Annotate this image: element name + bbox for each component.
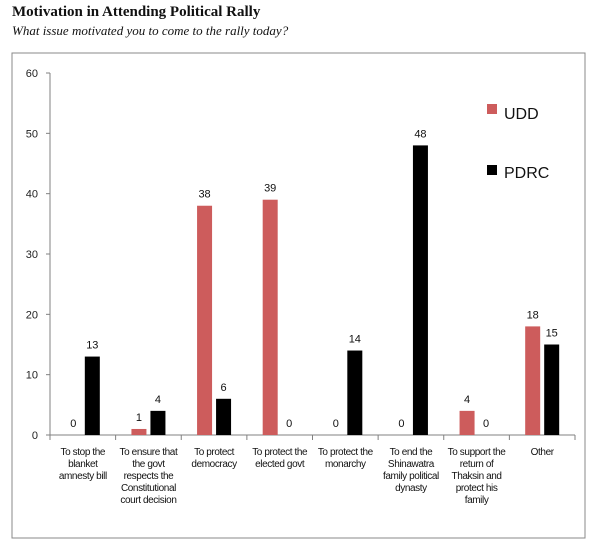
x-category-label-line: amnesty bill: [58, 471, 107, 482]
bar-pdrc: [150, 410, 166, 435]
y-tick-label: 40: [26, 189, 38, 201]
x-category-label-line: To ensure that: [119, 447, 178, 458]
bar-pdrc: [84, 356, 100, 435]
x-category-label-line: protect his: [455, 483, 498, 494]
x-category-label: To support the return of Thaksin and protec…: [437, 447, 517, 507]
x-category-label-line: dynasty: [395, 483, 427, 494]
x-category-label-line: Other: [530, 447, 554, 458]
x-category-label-line: the govt: [132, 459, 165, 470]
data-label: 0: [483, 418, 489, 430]
legend-swatch: [487, 104, 497, 114]
y-tick-label: 30: [26, 249, 38, 261]
chart-title: Motivation in Attending Political Rally: [12, 4, 261, 20]
bar-udd: [459, 410, 475, 435]
data-label: 38: [198, 189, 210, 201]
data-label: 18: [527, 309, 539, 321]
legend-swatch: [487, 165, 497, 175]
y-tick-label: 50: [26, 128, 38, 140]
x-category-label-line: Shinawatra: [387, 459, 434, 470]
data-label: 0: [398, 418, 404, 430]
data-label: 0: [70, 418, 76, 430]
x-category-label: To ensure that the govt respects the Consti…: [108, 447, 188, 507]
x-category-label-line: democracy: [191, 459, 237, 470]
data-label: 4: [464, 394, 470, 406]
data-label: 15: [546, 328, 558, 340]
chart-subtitle: What issue motivated you to come to the …: [12, 23, 289, 38]
bar-pdrc: [544, 344, 560, 435]
x-category-label: To stop the blanket amnesty bill: [43, 447, 123, 483]
x-category-label-line: respects the: [123, 471, 174, 482]
x-category-label-line: To protect: [194, 447, 235, 458]
legend-label: PDRC: [504, 165, 549, 182]
x-category-label-line: To support the: [447, 447, 506, 458]
x-category-label: To protect democracy: [174, 447, 254, 471]
bar-pdrc: [412, 145, 428, 435]
data-label: 14: [349, 334, 361, 346]
x-category-label-line: To protect the: [252, 447, 308, 458]
bar-udd: [525, 326, 541, 435]
x-category-label-line: blanket: [68, 459, 98, 470]
data-label: 13: [86, 340, 98, 352]
x-category-label-line: family: [464, 495, 489, 506]
legend: UDD PDRC: [487, 104, 549, 182]
y-tick-label: 10: [26, 370, 38, 382]
x-category-label-line: To protect the: [317, 447, 373, 458]
x-category-label-line: family political: [383, 471, 439, 482]
x-category-label-line: To end the: [389, 447, 433, 458]
data-label: 6: [221, 382, 227, 394]
x-category-label: To protect the monarchy: [305, 447, 385, 471]
data-label: 0: [333, 418, 339, 430]
y-tick-label: 60: [26, 68, 38, 80]
x-category-label-line: Constitutional: [120, 483, 176, 494]
data-label: 4: [155, 394, 161, 406]
bar-udd: [197, 205, 213, 435]
x-category-label: Other: [502, 447, 582, 459]
legend-label: UDD: [504, 106, 539, 123]
x-category-label-line: Thaksin and: [451, 471, 502, 482]
bar-pdrc: [347, 350, 363, 435]
chart-frame: [11, 52, 586, 539]
bar-pdrc: [216, 398, 232, 435]
x-category-label-line: To stop the: [60, 447, 106, 458]
x-category-label: To end the Shinawatra family political dyna…: [371, 447, 451, 495]
y-tick-label: 20: [26, 309, 38, 321]
x-category-label-line: elected govt: [255, 459, 305, 470]
bar-udd: [131, 428, 147, 435]
data-label: 39: [264, 183, 276, 195]
data-label: 48: [414, 128, 426, 140]
x-category-label-line: return of: [459, 459, 494, 470]
x-category-label: To protect the elected govt: [240, 447, 320, 471]
data-label: 1: [136, 412, 142, 424]
data-label: 0: [286, 418, 292, 430]
bars: 0 1 38 39 0 0 4 18 13 4 6 0 14 48 0 15: [70, 128, 560, 435]
y-tick-label: 0: [32, 430, 38, 442]
bar-udd: [262, 199, 278, 435]
x-category-label-line: monarchy: [324, 459, 366, 470]
x-category-label-line: court decision: [120, 495, 177, 506]
